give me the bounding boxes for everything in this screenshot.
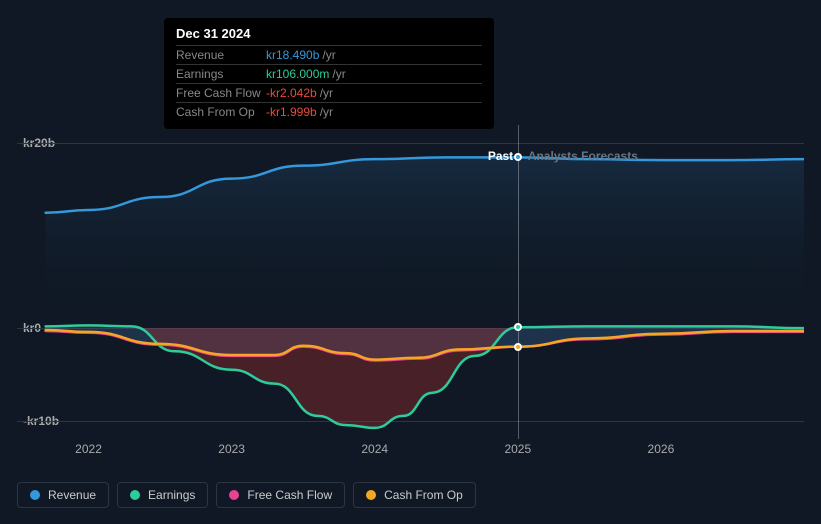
tooltip-unit: /yr [320, 86, 333, 100]
past-forecast-divider [518, 125, 519, 439]
series-marker [514, 153, 522, 161]
earnings-area [46, 325, 804, 428]
legend-label: Earnings [148, 488, 195, 502]
chart-svg [17, 125, 804, 439]
past-label: Past [488, 149, 513, 163]
legend-label: Revenue [48, 488, 96, 502]
tooltip-label: Revenue [176, 48, 266, 62]
legend-item-free-cash-flow[interactable]: Free Cash Flow [216, 482, 345, 508]
legend: Revenue Earnings Free Cash Flow Cash Fro… [17, 482, 476, 508]
series-marker [514, 323, 522, 331]
x-axis-label: 2022 [75, 442, 102, 456]
tooltip-value: kr18.490b [266, 48, 319, 62]
legend-swatch [30, 490, 40, 500]
tooltip-row: Revenue kr18.490b /yr [176, 45, 482, 64]
legend-item-revenue[interactable]: Revenue [17, 482, 109, 508]
x-axis-label: 2024 [361, 442, 388, 456]
tooltip-unit: /yr [320, 105, 333, 119]
tooltip-label: Free Cash Flow [176, 86, 266, 100]
tooltip-value: -kr2.042b [266, 86, 317, 100]
legend-item-cash-from-op[interactable]: Cash From Op [353, 482, 476, 508]
series-marker [514, 343, 522, 351]
tooltip-row: Cash From Op -kr1.999b /yr [176, 102, 482, 121]
tooltip-unit: /yr [322, 48, 335, 62]
tooltip-row: Earnings kr106.000m /yr [176, 64, 482, 83]
tooltip-label: Cash From Op [176, 105, 266, 119]
tooltip-label: Earnings [176, 67, 266, 81]
tooltip: Dec 31 2024 Revenue kr18.490b /yrEarning… [164, 18, 494, 129]
x-axis-label: 2026 [648, 442, 675, 456]
legend-item-earnings[interactable]: Earnings [117, 482, 208, 508]
tooltip-unit: /yr [332, 67, 345, 81]
x-axis-label: 2023 [218, 442, 245, 456]
tooltip-value: kr106.000m [266, 67, 329, 81]
legend-swatch [366, 490, 376, 500]
tooltip-row: Free Cash Flow -kr2.042b /yr [176, 83, 482, 102]
legend-label: Cash From Op [384, 488, 463, 502]
revenue-area [46, 157, 804, 328]
forecast-label: Analysts Forecasts [528, 149, 638, 163]
tooltip-rows: Revenue kr18.490b /yrEarnings kr106.000m… [176, 45, 482, 121]
tooltip-value: -kr1.999b [266, 105, 317, 119]
legend-swatch [130, 490, 140, 500]
x-axis-label: 2025 [504, 442, 531, 456]
tooltip-date: Dec 31 2024 [176, 26, 482, 41]
legend-swatch [229, 490, 239, 500]
legend-label: Free Cash Flow [247, 488, 332, 502]
